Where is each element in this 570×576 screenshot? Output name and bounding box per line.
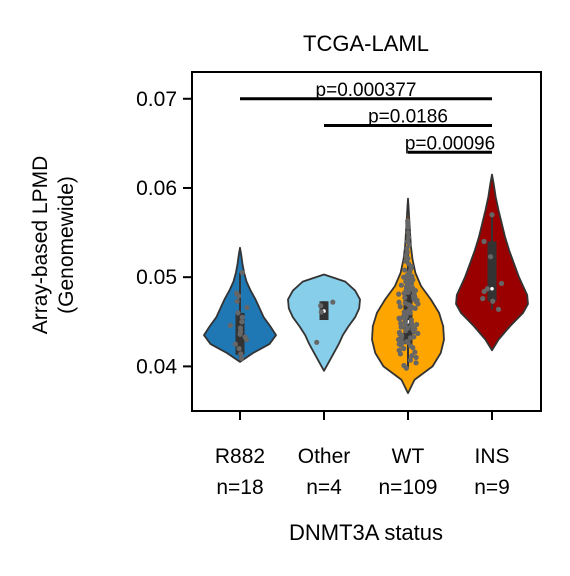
point-wt	[406, 234, 412, 240]
y-axis-label: Array-based LPMD (Genomewide)	[29, 156, 78, 335]
y-tick-label: 0.07	[136, 88, 177, 111]
point-r882	[239, 314, 245, 320]
point-wt	[398, 282, 404, 288]
point-wt	[408, 317, 414, 323]
x-tick-n-other: n=4	[306, 476, 342, 499]
chart-title: TCGA-LAML	[303, 31, 429, 56]
violins	[203, 173, 529, 395]
sig-label-2: p=0.0186	[368, 107, 448, 128]
point-ins	[487, 254, 494, 260]
point-r882	[242, 334, 248, 340]
point-ins	[484, 286, 490, 292]
point-r882	[234, 298, 240, 304]
point-wt	[413, 360, 419, 366]
point-wt	[402, 295, 408, 301]
point-r882	[239, 270, 245, 276]
point-ins	[495, 306, 502, 312]
point-ins	[489, 212, 495, 218]
point-ins	[490, 298, 496, 304]
point-r882	[237, 325, 244, 331]
point-wt	[401, 345, 407, 352]
point-wt	[396, 329, 403, 336]
point-wt	[404, 338, 410, 345]
point-wt	[410, 285, 416, 291]
point-r882	[232, 341, 239, 347]
x-axis-label: DNMT3A status	[289, 520, 443, 545]
point-wt	[402, 300, 408, 306]
data-points	[227, 212, 505, 371]
point-wt	[404, 238, 411, 245]
point-other	[314, 339, 320, 345]
point-r882	[237, 329, 244, 335]
point-wt	[413, 354, 419, 361]
x-tick-label-wt: WT	[392, 445, 425, 468]
point-wt	[398, 320, 404, 327]
x-tick-n-ins: n=9	[474, 476, 510, 499]
y-tick-label: 0.05	[136, 266, 177, 289]
x-tick-n-r882: n=18	[216, 476, 263, 499]
y-tick-label: 0.06	[136, 177, 177, 200]
point-wt	[401, 309, 407, 315]
point-wt	[402, 267, 408, 273]
x-tick-label-ins: INS	[474, 445, 509, 468]
point-r882	[233, 290, 240, 296]
point-r882	[227, 322, 233, 328]
point-wt	[401, 362, 407, 369]
point-wt	[412, 326, 418, 332]
point-other	[330, 299, 336, 305]
sig-label-1: p=0.000377	[316, 80, 417, 101]
x-axis-ticks: R882 n=18 Other n=4 WT n=109 INS n=9	[215, 411, 510, 499]
point-r882	[244, 304, 250, 311]
point-wt	[408, 343, 414, 349]
point-ins	[498, 280, 505, 287]
violin-other	[287, 273, 361, 372]
point-ins	[480, 295, 486, 302]
point-wt	[405, 229, 411, 236]
point-wt	[409, 353, 415, 359]
point-wt	[396, 347, 402, 353]
iqr-box-ins	[487, 241, 497, 302]
y-tick-label: 0.04	[136, 355, 177, 378]
median-ins	[490, 286, 494, 291]
point-wt	[405, 218, 411, 224]
y-axis-label-line-2: (Genomewide)	[55, 176, 78, 314]
x-tick-label-r882: R882	[215, 445, 265, 468]
point-other	[318, 303, 324, 309]
significance-brackets: p=0.000377 p=0.0186 p=0.00096	[240, 80, 495, 154]
inner-boxes	[235, 214, 497, 369]
sig-label-3: p=0.00096	[405, 133, 495, 154]
point-wt	[411, 334, 417, 340]
point-wt	[402, 318, 408, 324]
plot-frame	[191, 71, 542, 412]
y-axis-label-line-1: Array-based LPMD	[29, 156, 52, 335]
point-r882	[235, 310, 241, 316]
point-wt	[403, 323, 409, 329]
point-ins	[481, 238, 487, 245]
point-r882	[238, 351, 244, 357]
point-wt	[396, 291, 402, 297]
point-other	[318, 309, 324, 315]
point-r882	[236, 345, 242, 352]
point-wt	[414, 321, 420, 328]
x-tick-n-wt: n=109	[379, 476, 438, 499]
point-wt	[397, 304, 403, 310]
point-wt	[407, 357, 413, 363]
point-r882	[239, 319, 245, 325]
point-wt	[396, 299, 402, 305]
y-axis-ticks: 0.04 0.05 0.06 0.07	[136, 88, 192, 378]
x-tick-label-other: Other	[298, 445, 351, 468]
point-wt	[412, 349, 418, 355]
point-r882	[238, 355, 244, 361]
